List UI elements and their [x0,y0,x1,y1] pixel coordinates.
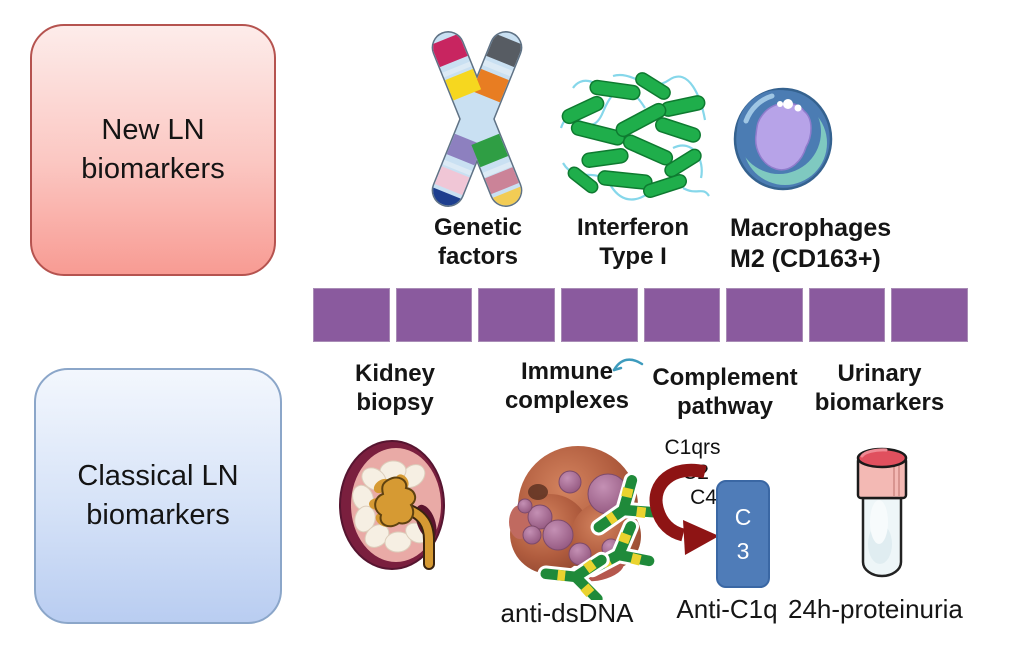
label-immune-complexes: Immune complexes [504,358,630,415]
label-macrophages-m2: Macrophages M2 (CD163+) [730,214,892,273]
protein-structure-icon [559,72,710,201]
classical-ln-biomarkers-label: Classical LN biomarkers [77,459,239,531]
divider-segment [808,288,886,342]
divider-segment [313,288,390,342]
new-ln-biomarkers-box: New LN biomarkers [30,24,276,276]
urine-tube-icon [856,447,908,578]
immune-complex-icon [509,446,680,600]
complement-arrow-icon [649,463,719,555]
label-24h-proteinuria: 24h-proteinuria [788,594,963,624]
divider-segment [560,288,638,342]
divider-segment [478,288,555,342]
divider-segment [395,288,473,342]
label-genetic-factors: Genetic factors [433,214,523,271]
divider-segment [891,288,968,342]
label-c1qrs: C1qrs [664,436,721,459]
macrophage-cell-icon [733,87,833,191]
new-ln-biomarkers-label: New LN biomarkers [81,113,225,185]
label-anti-dsdna: anti-dsDNA [500,598,634,628]
kidney-icon [339,440,445,570]
squiggle-mark-icon [612,358,644,372]
label-c4: C4 [690,486,717,509]
divider-bar [313,288,968,342]
label-complement-pathway: Complement pathway [652,364,798,421]
divider-segment [726,288,803,342]
c3-box: C 3 [716,480,770,588]
label-kidney-biopsy: Kidney biopsy [354,360,435,417]
label-interferon-type-i: Interferon Type I [576,214,689,271]
classical-ln-biomarkers-box: Classical LN biomarkers [34,368,282,624]
divider-segment [643,288,721,342]
label-anti-c1q: Anti-C1q [676,594,778,624]
label-urinary-biomarkers: Urinary biomarkers [814,360,945,417]
chromosome-icon [428,31,526,210]
